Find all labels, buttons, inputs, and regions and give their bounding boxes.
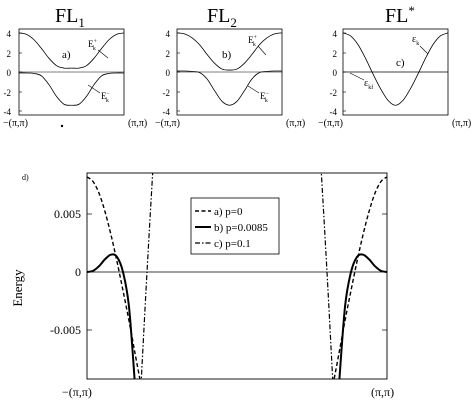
panel-d-letter: d) [22, 173, 29, 182]
legend-label-p0: a) p=0 [214, 206, 243, 218]
panel-d-ytick: -0.005 [50, 323, 81, 337]
series-p01-line [140, 173, 334, 379]
panel-fl2-ytick: 0 [166, 68, 171, 78]
panel-d-ytick: 0.005 [54, 207, 81, 221]
panel-fl2-ytick-marks [177, 32, 180, 112]
panel-flstar-upper-label: εk [412, 34, 419, 47]
panel-fl2-lower-arrow [247, 85, 260, 94]
panel-fl1-ytick: -4 [4, 107, 12, 117]
panel-fl2-upper-band [176, 32, 283, 71]
panel-fl2-x-left: −(π,π) [155, 118, 180, 129]
panel-fl1: FL1 4 2 0 -2 -4 a) E+ k E− k −(π,π) (π,π) [3, 5, 147, 129]
panel-fl2-ytick: -2 [163, 88, 171, 98]
panel-fl2-upper-arrow [257, 45, 267, 56]
stray-dot [60, 124, 64, 128]
panel-fl2-upper-label: E+ k [248, 35, 258, 48]
panel-fl2-x-right: (π,π) [286, 118, 305, 129]
panel-flstar-dispersive-band [342, 32, 449, 106]
panel-fl2-title: FL2 [207, 5, 237, 30]
panel-fl2-lower-band [176, 70, 283, 106]
panel-fl1-upper-band [18, 32, 125, 69]
panel-d-ytick: 0 [75, 265, 81, 279]
panel-fl1-lower-band [18, 72, 125, 106]
panel-fl1-lower-label: E− k [101, 91, 111, 104]
legend-label-p01: c) p=0.1 [214, 238, 251, 250]
panel-fl1-ytick: -2 [4, 88, 12, 98]
panel-flstar-x-left: −(π,π) [318, 118, 343, 129]
panel-d-x-right: (π,π) [371, 385, 394, 399]
panel-flstar-ytick: -4 [330, 107, 338, 117]
panel-d-frame [86, 172, 388, 380]
panel-d: d) 0.005 0 -0.005 Energy a) p=0 b) p=0.0… [10, 172, 394, 399]
panel-flstar-title: FL* [385, 3, 415, 27]
panel-fl1-upper-label: E+ k [88, 39, 98, 52]
panel-flstar-lower-arrow [349, 72, 365, 81]
panel-flstar-letter: c) [396, 57, 405, 69]
panel-d-ylabel: Energy [10, 269, 25, 307]
panel-fl2-letter: b) [222, 49, 232, 61]
panel-fl2-ytick: 4 [166, 29, 171, 39]
panel-fl1-upper-arrow [97, 49, 109, 59]
panel-fl1-letter: a) [62, 49, 71, 61]
panel-flstar: FL* 4 2 0 -2 -4 c) εk εkf −(π,π) (π,π) [318, 3, 471, 129]
legend-label-p0085: b) p=0.0085 [214, 222, 268, 234]
panel-fl2-lower-label: E− k [260, 91, 270, 104]
panel-flstar-ytick: 4 [333, 29, 338, 39]
panel-fl2-ytick: 2 [166, 49, 171, 59]
panel-flstar-upper-arrow [419, 45, 429, 55]
panel-d-x-left: −(π,π) [62, 385, 92, 399]
panel-fl2-ytick: -4 [163, 107, 171, 117]
panel-flstar-ytick: -2 [330, 88, 338, 98]
panel-fl1-x-left: −(π,π) [3, 118, 28, 129]
panel-fl1-ytick: 0 [7, 68, 12, 78]
panel-flstar-x-right: (π,π) [452, 118, 471, 129]
panel-fl1-lower-arrow [87, 84, 101, 94]
panel-flstar-ytick: 0 [333, 68, 338, 78]
panel-flstar-lower-label: εkf [364, 78, 373, 91]
panel-fl1-ytick: 4 [7, 29, 12, 39]
panel-flstar-ytick: 2 [333, 49, 338, 59]
panel-fl1-x-right: (π,π) [128, 118, 147, 129]
series-p0085-line [87, 253, 387, 379]
panel-fl2: FL2 4 2 0 -2 -4 b) E+ k E− k −(π,π) (π,π) [155, 5, 305, 129]
panel-fl1-title: FL1 [55, 5, 85, 30]
panel-fl1-ytick-marks [19, 32, 22, 112]
panel-fl1-ytick: 2 [7, 49, 12, 59]
